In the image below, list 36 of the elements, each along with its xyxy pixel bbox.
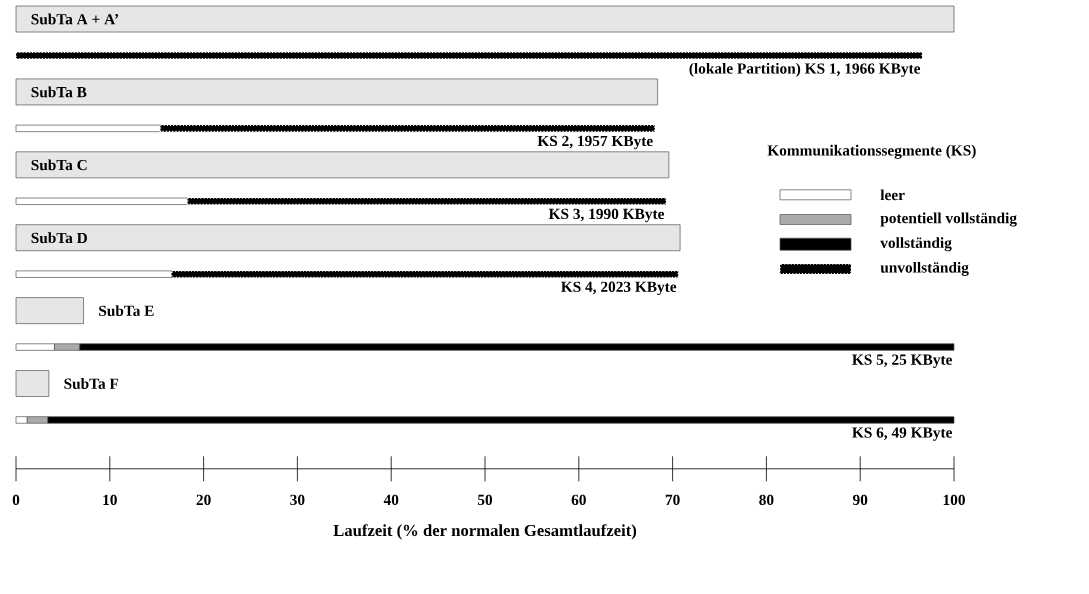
bar bbox=[15, 224, 681, 252]
bar bbox=[15, 51, 923, 60]
legend-label: unvollständig bbox=[880, 261, 969, 276]
y-tick-label: (lokale Partition) KS 1, 1966 KByte bbox=[689, 62, 921, 77]
x-tick-label: 30 bbox=[290, 494, 305, 506]
y-tick-label: SubTa B bbox=[31, 86, 87, 98]
y-tick-label: SubTa E bbox=[99, 305, 154, 317]
y-tick-label: KS 5, 25 KByte bbox=[852, 354, 952, 368]
bar bbox=[15, 5, 955, 33]
legend-label: potentiell vollständig bbox=[880, 212, 1017, 227]
x-tick-label: 60 bbox=[571, 494, 586, 506]
y-tick-label: SubTa C bbox=[31, 159, 87, 171]
y-tick-label: KS 6, 49 KByte bbox=[852, 427, 952, 441]
x-tick-label: 10 bbox=[103, 494, 117, 506]
y-tick-label: SubTa F bbox=[64, 378, 119, 389]
x-tick-label: 40 bbox=[383, 494, 399, 506]
y-tick-label: KS 4, 2023 KByte bbox=[561, 281, 677, 296]
x-tick-label: 90 bbox=[852, 494, 868, 506]
legend-label: leer bbox=[880, 189, 905, 201]
y-tick-label: SubTa A + A’ bbox=[31, 13, 119, 25]
bar bbox=[15, 151, 670, 179]
legend-label: vollständig bbox=[880, 237, 952, 252]
x-tick-label: 20 bbox=[196, 494, 211, 506]
x-tick-label: 80 bbox=[759, 494, 774, 506]
bar bbox=[15, 370, 50, 397]
y-tick-label: KS 3, 1990 KByte bbox=[548, 208, 665, 223]
y-tick-label: KS 2, 1957 KByte bbox=[537, 135, 653, 150]
x-tick-label: 0 bbox=[12, 494, 20, 506]
bar bbox=[15, 297, 84, 324]
bar bbox=[15, 78, 658, 106]
x-tick-label: 50 bbox=[477, 494, 493, 506]
legend-title: Kommunikationssegmente (KS) bbox=[767, 144, 976, 159]
y-tick-label: SubTa D bbox=[31, 232, 87, 244]
x-tick-label: 100 bbox=[943, 494, 965, 506]
x-axis-title: Laufzeit (% der normalen Gesamtlaufzeit) bbox=[333, 524, 637, 540]
x-tick-label: 70 bbox=[665, 494, 680, 506]
